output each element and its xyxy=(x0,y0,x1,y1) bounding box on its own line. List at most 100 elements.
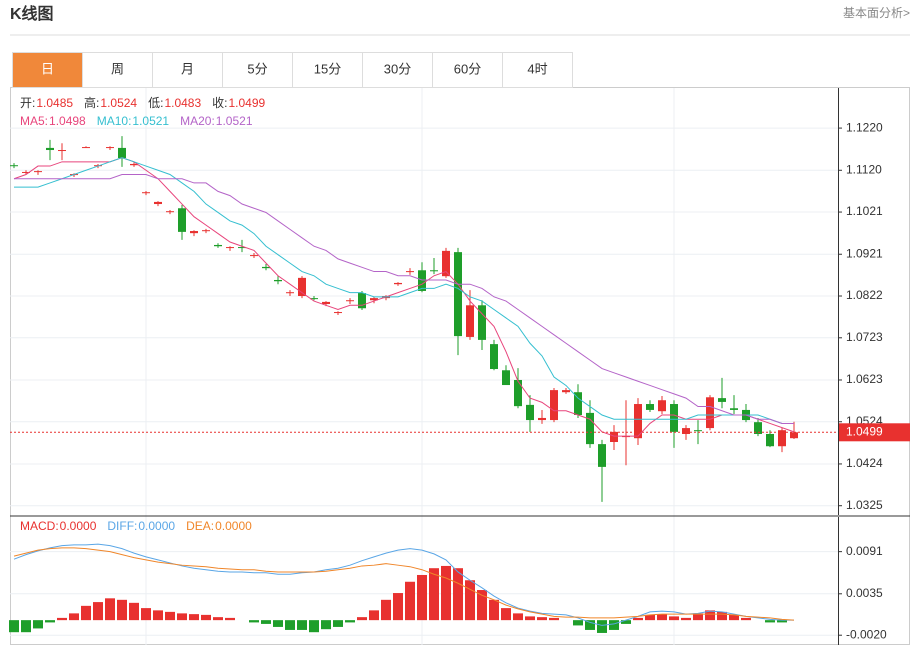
candle-body xyxy=(238,247,246,249)
macd-bar xyxy=(705,610,715,621)
macd-bar xyxy=(645,614,655,621)
tab-box xyxy=(362,52,433,88)
candle-body xyxy=(250,255,258,257)
candle-body xyxy=(34,171,42,173)
info-label: 收: xyxy=(212,96,227,110)
candle-body xyxy=(502,370,510,386)
legend-name: DIFF: xyxy=(107,519,137,533)
macd-bar xyxy=(249,620,259,623)
candle-body xyxy=(178,208,186,232)
tab-label: 5分 xyxy=(247,61,267,76)
candle-body xyxy=(142,192,150,194)
macd-bar xyxy=(693,613,703,621)
candle-body xyxy=(550,390,558,421)
tab[interactable]: 月 xyxy=(152,52,223,88)
candle-body xyxy=(82,147,90,149)
candle-body xyxy=(562,390,570,393)
last-price-label: 1.0499 xyxy=(846,424,883,438)
legend-value: 1.0521 xyxy=(132,114,169,128)
macd-bar xyxy=(141,608,151,621)
ma-line xyxy=(14,157,794,424)
macd-bar xyxy=(381,599,391,621)
tab-box xyxy=(222,52,293,88)
legend-value: 0.0000 xyxy=(215,519,252,533)
macd-bar xyxy=(609,620,619,630)
macd-bar xyxy=(453,568,463,621)
info-label: 开: xyxy=(20,96,35,110)
macd-bar xyxy=(81,605,91,621)
candle-body xyxy=(778,430,786,447)
chart-frame xyxy=(10,87,910,645)
macd-bar xyxy=(9,620,19,633)
candle-body xyxy=(610,431,618,443)
y-tick-label: 1.0623 xyxy=(846,372,883,386)
macd-bar xyxy=(69,613,79,621)
candle-body xyxy=(730,408,738,410)
fundamental-link[interactable]: 基本面分析> xyxy=(843,6,910,20)
macd-bar xyxy=(549,617,559,621)
candle-body xyxy=(334,312,342,314)
candle-body xyxy=(226,247,234,249)
candle-body xyxy=(190,231,198,234)
macd-bar xyxy=(345,620,355,623)
macd-bar xyxy=(357,617,367,621)
y-tick-label: 1.0921 xyxy=(846,246,883,260)
macd-bar xyxy=(273,620,283,627)
candle-body xyxy=(214,244,222,247)
macd-bar xyxy=(465,580,475,621)
candle-body xyxy=(118,147,126,159)
candle-body xyxy=(310,298,318,300)
last-price-box xyxy=(839,423,910,442)
legend-value: 0.0000 xyxy=(60,519,97,533)
y-tick-label: 1.0424 xyxy=(846,456,883,470)
y-tick-label: 1.1220 xyxy=(846,120,883,134)
ma-line xyxy=(13,157,795,437)
macd-bar xyxy=(309,620,319,633)
macd-bar xyxy=(669,616,679,621)
tab[interactable]: 15分 xyxy=(292,52,363,88)
macd-bar xyxy=(597,620,607,633)
legend-value: 1.0498 xyxy=(49,114,86,128)
y-tick-label: 1.0325 xyxy=(846,498,883,512)
tab-label: 周 xyxy=(111,61,124,76)
candle-body xyxy=(430,270,438,272)
info-value: 1.0499 xyxy=(228,96,265,110)
macd-bar xyxy=(153,610,163,621)
tab-label: 日 xyxy=(41,61,54,76)
tab[interactable]: 30分 xyxy=(362,52,433,88)
macd-bar xyxy=(741,617,751,621)
tab[interactable]: 60分 xyxy=(432,52,503,88)
macd-bar xyxy=(105,598,115,621)
info-value: 1.0524 xyxy=(100,96,137,110)
candle-body xyxy=(478,305,486,340)
candle-body xyxy=(490,344,498,370)
macd-bar xyxy=(717,611,727,621)
candle-body xyxy=(166,211,174,213)
tab-box xyxy=(502,52,573,88)
legend-name: MA10: xyxy=(97,114,132,128)
tab[interactable]: 周 xyxy=(82,52,153,88)
tab-label: 60分 xyxy=(454,61,481,76)
macd-bar xyxy=(537,617,547,621)
candle-body xyxy=(58,150,66,152)
info-value: 1.0483 xyxy=(164,96,201,110)
tab[interactable]: 日 xyxy=(12,52,83,88)
tab[interactable]: 5分 xyxy=(222,52,293,88)
candle-body xyxy=(346,300,354,302)
macd-bar xyxy=(93,602,103,621)
candle-body xyxy=(298,277,306,297)
macd-bar xyxy=(585,620,595,630)
date-grid xyxy=(145,88,675,645)
legend-name: MACD: xyxy=(20,519,59,533)
tab-box xyxy=(82,52,153,88)
macd-bar xyxy=(321,620,331,630)
macd-bar xyxy=(513,613,523,621)
legend-value: 0.0000 xyxy=(138,519,175,533)
candle-body xyxy=(670,404,678,432)
y-tick-label: 1.1021 xyxy=(846,204,883,218)
tab-box xyxy=(152,52,223,88)
tab[interactable]: 4时 xyxy=(502,52,573,88)
candle-body xyxy=(694,430,702,432)
candle-body xyxy=(262,266,270,269)
